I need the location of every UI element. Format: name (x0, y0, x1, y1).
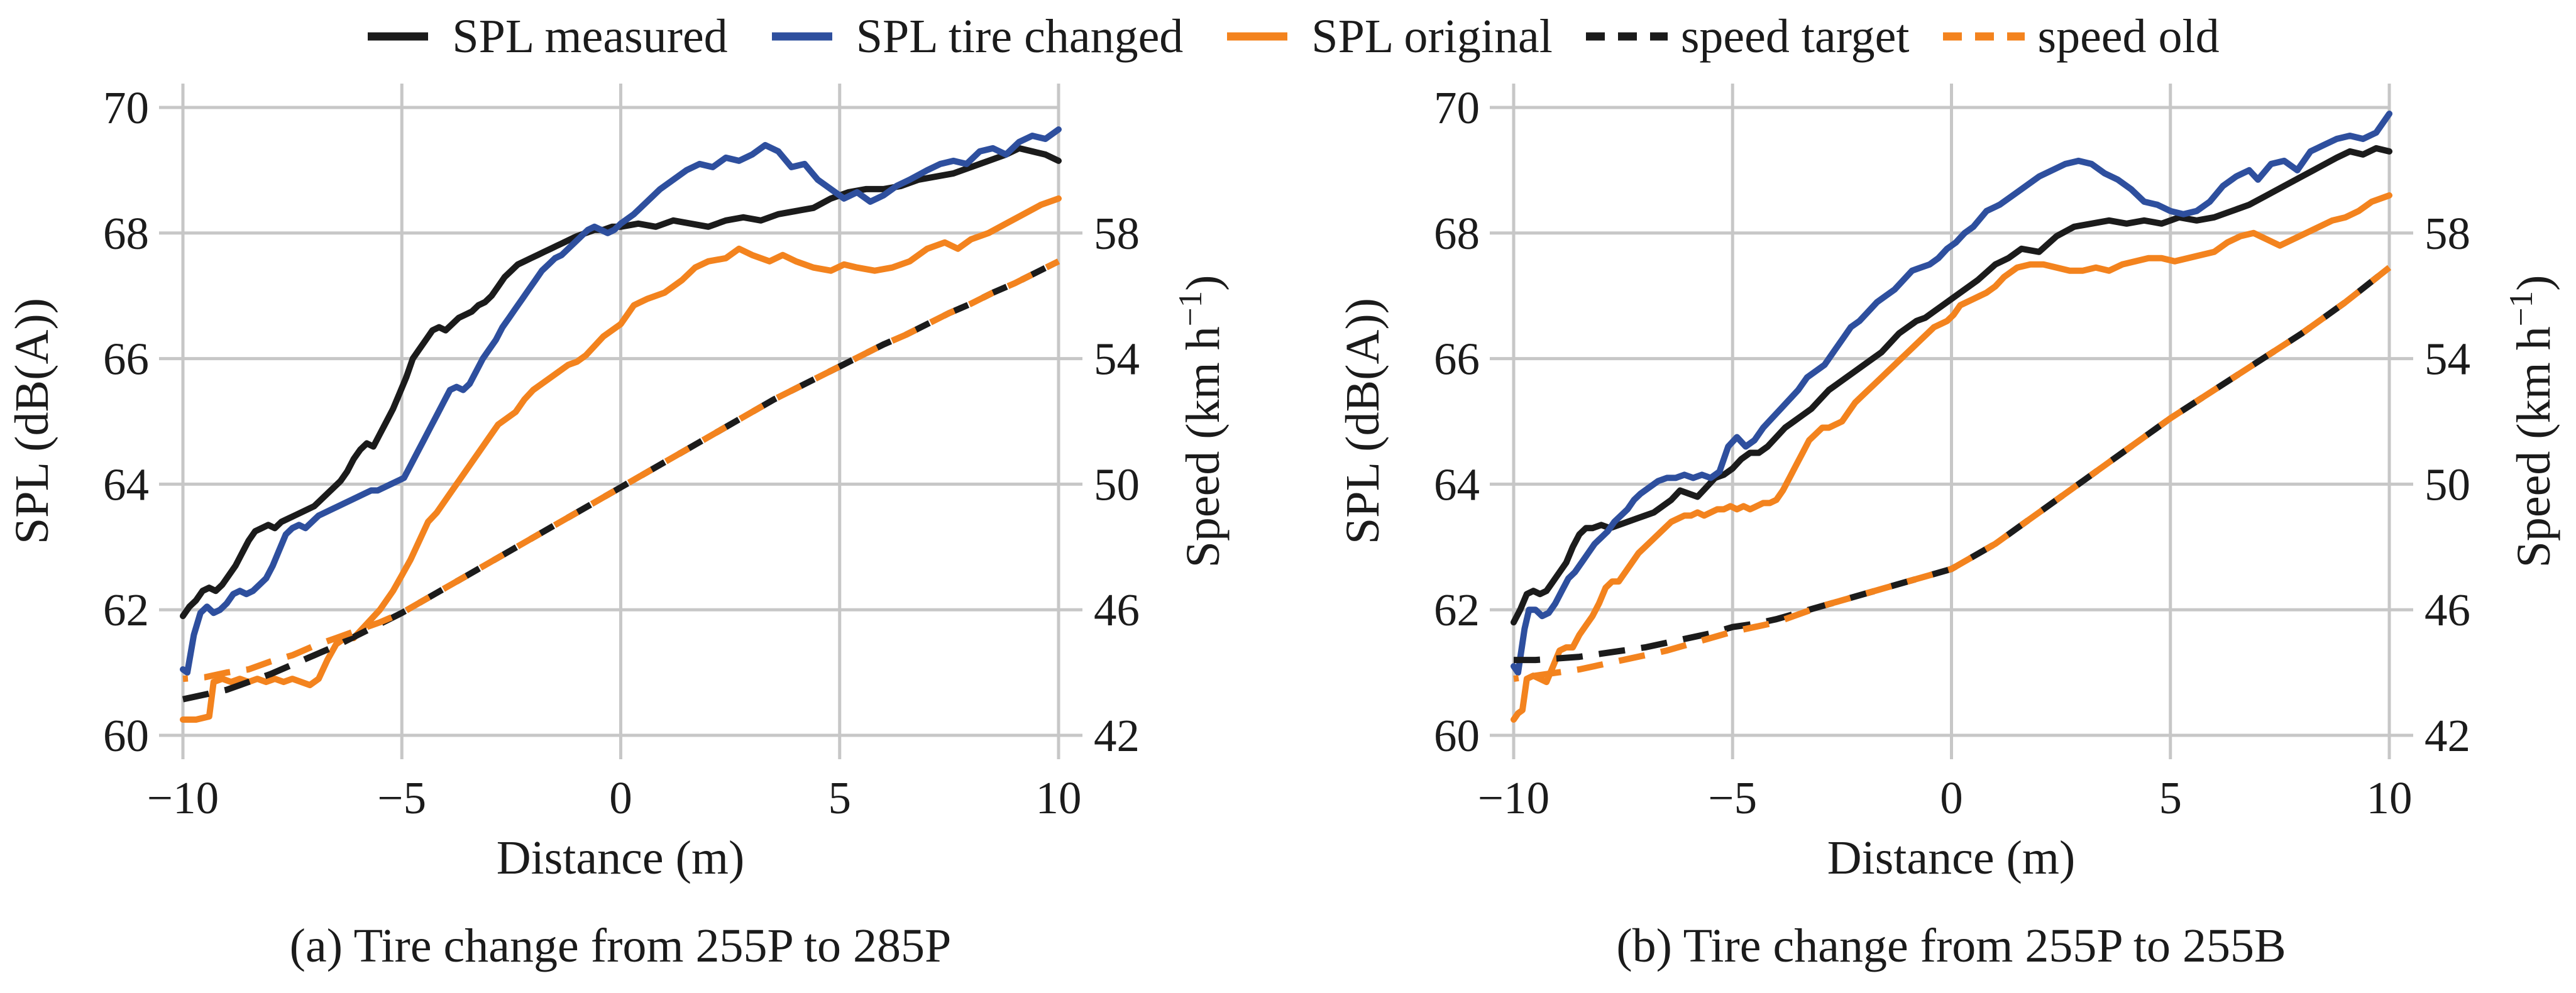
y-axis-label-left: SPL (dB(A)) (6, 298, 58, 544)
series-line-spl-original (180, 195, 1062, 723)
charts-row: −10 −5 0 5 10 60 62 64 66 68 70 42 46 50 54 58 Distance… (0, 74, 2576, 992)
chart-a: −10 −5 0 5 10 60 62 64 66 68 70 42 46 50 54 58 Distance… (0, 74, 1288, 992)
solid-line-swatch-icon (771, 32, 832, 41)
legend-item-spl-tire-changed: SPL tire changed (761, 10, 1184, 63)
x-tick-label: −10 (147, 772, 219, 823)
y-tick-label-right: 46 (2425, 584, 2470, 635)
y-tick-label-left: 62 (103, 584, 149, 635)
y-tick-label-left: 64 (103, 459, 149, 510)
legend-label: speed target (1680, 10, 1910, 63)
legend-label: speed old (2037, 10, 2220, 63)
x-tick-label: 5 (2159, 772, 2182, 823)
solid-line-swatch-icon (368, 32, 429, 41)
legend-label: SPL original (1311, 10, 1553, 63)
x-tick-label: 0 (609, 772, 632, 823)
plot-area-b: −10 −5 0 5 10 60 62 64 66 68 70 42 46 50 54 58 (1434, 82, 2470, 823)
y-tick-label-right: 42 (1094, 710, 1140, 761)
y-tick-label-right: 46 (1094, 584, 1140, 635)
x-tick-label: 5 (828, 772, 852, 823)
series-line-spl-measured (1511, 145, 2392, 626)
legend-item-speed-old: speed old (1942, 13, 2220, 60)
series-line-spl-measured (180, 145, 1062, 620)
series-line-spl-original (1511, 192, 2392, 723)
y-axis-label-left: SPL (dB(A)) (1336, 298, 1389, 544)
x-tick-label: 10 (2367, 772, 2413, 823)
y-tick-label-left: 70 (103, 82, 149, 133)
x-tick-label: −5 (377, 772, 426, 823)
legend-item-spl-measured: SPL measured (356, 10, 728, 63)
x-tick-label: 10 (1036, 772, 1082, 823)
legend-item-speed-target: speed target (1585, 13, 1910, 60)
solid-line-swatch-icon (1227, 32, 1288, 41)
y-tick-label-left: 68 (1434, 208, 1480, 259)
y-axis-label-right: Speed (km h−1) (2503, 275, 2560, 568)
y-tick-label-right: 58 (1094, 208, 1140, 259)
y-tick-label-left: 66 (1434, 334, 1480, 385)
x-axis-label: Distance (m) (497, 831, 745, 884)
series-line-speed-old (182, 258, 1060, 683)
y-tick-label-left: 70 (1434, 82, 1480, 133)
y-tick-label-right: 50 (1094, 459, 1140, 510)
series-line-speed-old (1513, 265, 2392, 683)
chart-caption: (a) Tire change from 255P to 285P (290, 919, 952, 972)
y-axis-label-right: Speed (km h−1) (1172, 275, 1230, 568)
x-tick-label: −5 (1708, 772, 1757, 823)
legend-label: SPL tire changed (856, 10, 1184, 63)
y-tick-label-left: 60 (103, 710, 149, 761)
legend-item-spl-original: SPL original (1216, 13, 1553, 60)
plot-area-a: −10 −5 0 5 10 60 62 64 66 68 70 42 46 50 54 58 (103, 82, 1140, 823)
y-tick-label-right: 42 (2425, 710, 2470, 761)
y-tick-label-right: 54 (2425, 334, 2470, 385)
series-line-spl-tire-changed (1511, 111, 2392, 676)
x-axis-label: Distance (m) (1827, 831, 2076, 884)
y-tick-label-right: 50 (2425, 459, 2470, 510)
y-tick-label-left: 64 (1434, 459, 1480, 510)
x-tick-label: 0 (1940, 772, 1963, 823)
y-tick-label-left: 68 (103, 208, 149, 259)
x-tick-label: −10 (1478, 772, 1549, 823)
y-tick-label-left: 60 (1434, 710, 1480, 761)
series-line-spl-tire-changed (180, 126, 1062, 676)
y-tick-label-right: 54 (1094, 334, 1140, 385)
chart-caption: (b) Tire change from 255P to 255B (1616, 919, 2286, 972)
legend-label: SPL measured (452, 10, 728, 63)
chart-b: −10 −5 0 5 10 60 62 64 66 68 70 42 46 50 54 58 Distance… (1288, 74, 2576, 992)
y-tick-label-right: 58 (2425, 208, 2470, 259)
y-tick-label-left: 62 (1434, 584, 1480, 635)
dashed-line-swatch-icon (1585, 32, 1668, 41)
legend: SPL measured SPL tire changed SPL original… (0, 4, 2576, 69)
y-tick-label-left: 66 (103, 334, 149, 385)
dashed-line-swatch-icon (1942, 32, 2025, 41)
